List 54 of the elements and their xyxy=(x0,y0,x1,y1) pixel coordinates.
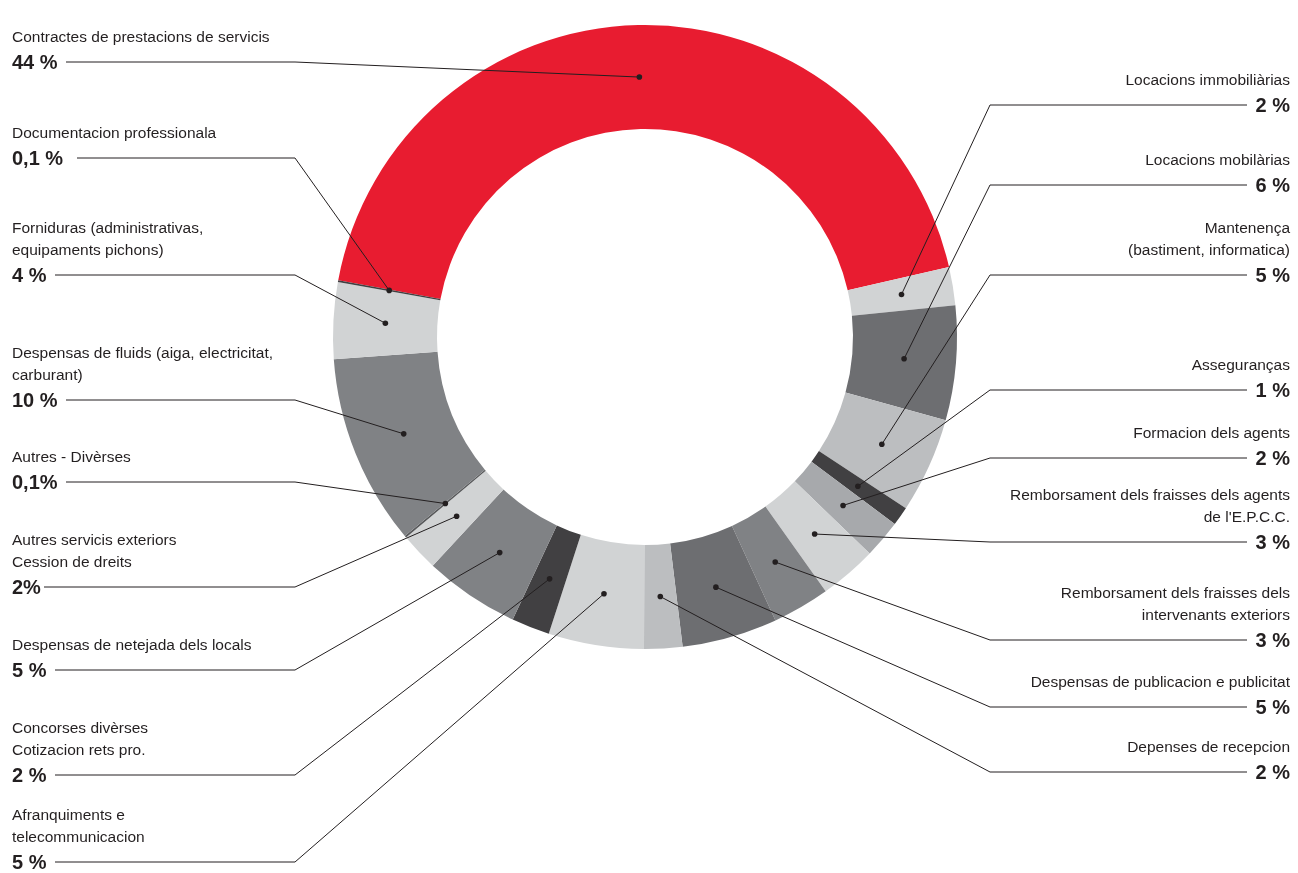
slice-label: Autres servicis exteriors Cession de dreits xyxy=(12,531,177,570)
donut-slice xyxy=(338,25,950,300)
slice-label: Depenses de recepcion xyxy=(1127,738,1290,755)
slice-label: Remborsament dels fraisses dels agents de l'E.P.C.C. xyxy=(1010,486,1291,525)
donut-slice xyxy=(432,489,557,620)
data-label: 0,1 % xyxy=(12,147,64,169)
slice-label: Contractes de prestacions de servicis xyxy=(12,28,270,45)
slice-label: Despensas de fluids (aiga, electricitat, carburant) xyxy=(12,344,274,383)
slice-label: Autres - Divèrses xyxy=(12,448,132,465)
data-label: 44 % xyxy=(12,51,58,73)
slice-label: Remborsament dels fraisses dels intervenants exteriors xyxy=(1060,584,1291,623)
data-label: 1 % xyxy=(1255,379,1291,401)
donut-slice xyxy=(670,525,776,647)
donut-slice xyxy=(644,543,683,649)
data-label: 3 % xyxy=(1255,629,1291,651)
donut-slice xyxy=(731,506,826,621)
donut-slice xyxy=(333,282,441,360)
data-label: 2 % xyxy=(1255,447,1291,469)
donut-slice xyxy=(333,351,485,537)
donut-slice xyxy=(847,266,956,316)
data-label: 2 % xyxy=(12,764,47,786)
data-label: 10 % xyxy=(12,389,58,411)
donut-slice xyxy=(512,525,581,634)
data-label: 5 % xyxy=(12,659,47,681)
slice-label: Locacions immobiliàrias xyxy=(1125,71,1291,88)
slice-label: Afranquiments e telecommunicacion xyxy=(12,806,145,845)
slice-label: Concorses divèrses Cotizacion rets pro. xyxy=(12,719,149,758)
data-label: 5 % xyxy=(1255,264,1291,286)
donut-slice xyxy=(404,469,486,538)
donut-slice xyxy=(765,481,870,592)
data-label: 3 % xyxy=(1255,531,1291,553)
data-label: 0,1% xyxy=(12,471,58,493)
slice-label: Documentacion professionala xyxy=(12,124,217,141)
donut-slice xyxy=(406,470,504,566)
donut-slice xyxy=(818,392,946,509)
donut-slice xyxy=(337,280,441,301)
data-label: 2 % xyxy=(1255,761,1291,783)
slice-label: Despensas de publicacion e publicitat xyxy=(1030,673,1291,690)
data-label: 2% xyxy=(12,576,42,598)
slice-label: Despensas de netejada dels locals xyxy=(12,636,252,653)
data-label: 6 % xyxy=(1255,174,1291,196)
donut-slice xyxy=(845,305,957,421)
data-label: 5 % xyxy=(1255,696,1291,718)
slice-label: Forniduras (administrativas, equipaments pichons) xyxy=(12,219,204,258)
slice-label: Formacion dels agents xyxy=(1133,424,1291,441)
data-label: 5 % xyxy=(12,851,47,873)
slice-label: Locacions mobilàrias xyxy=(1145,151,1291,168)
slice-label: Mantenença (bastiment, informatica) xyxy=(1128,219,1291,258)
donut-slice xyxy=(794,461,895,554)
data-label: 2 % xyxy=(1255,94,1291,116)
donut-slice xyxy=(548,534,645,649)
slice-label: Asseguranças xyxy=(1191,356,1291,373)
data-label: 4 % xyxy=(12,264,47,286)
donut-slice xyxy=(811,451,906,524)
